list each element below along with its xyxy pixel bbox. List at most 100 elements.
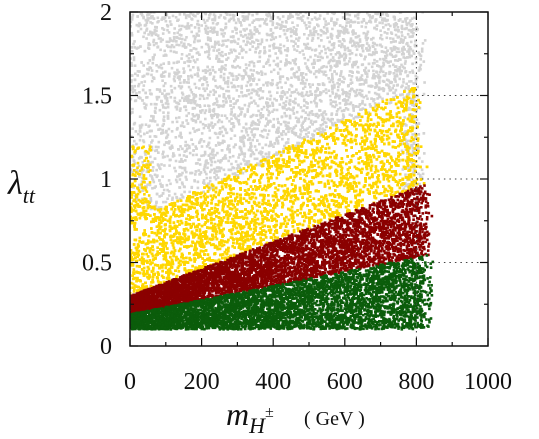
point-gray xyxy=(215,103,219,107)
point-gray xyxy=(325,23,328,27)
point-gray xyxy=(361,46,364,50)
point-gray xyxy=(158,90,162,93)
point-gray xyxy=(402,187,406,191)
point-gray xyxy=(213,90,217,94)
point-gray xyxy=(423,81,426,84)
point-gray xyxy=(161,128,165,132)
point-gray xyxy=(285,58,288,61)
point-gray xyxy=(247,105,251,108)
point-gray xyxy=(375,43,379,47)
point-gray xyxy=(154,149,157,153)
point-gray xyxy=(151,56,155,59)
point-gray xyxy=(240,140,243,143)
point-gray xyxy=(400,34,404,37)
point-gray xyxy=(195,34,199,37)
point-gray xyxy=(392,63,395,67)
point-gray xyxy=(284,25,287,29)
point-gray xyxy=(269,144,272,147)
point-gray xyxy=(175,61,179,64)
point-gray xyxy=(234,21,238,25)
point-gray xyxy=(133,46,137,49)
point-gray xyxy=(158,127,162,131)
point-gray xyxy=(300,78,304,82)
point-gray xyxy=(256,45,260,49)
point-gray xyxy=(312,61,316,65)
point-gray xyxy=(186,22,190,25)
point-gray xyxy=(307,69,311,72)
point-gray xyxy=(138,130,142,133)
point-gray xyxy=(235,78,238,81)
point-gray xyxy=(202,181,205,184)
point-gray xyxy=(255,123,259,126)
point-gray xyxy=(196,186,200,190)
point-gray xyxy=(317,24,320,28)
point-gray xyxy=(211,65,214,69)
point-gray xyxy=(205,145,209,148)
point-gray xyxy=(164,82,167,85)
point-gray xyxy=(234,66,237,69)
point-gray xyxy=(395,74,399,78)
point-gray xyxy=(272,125,276,129)
point-gray xyxy=(351,65,354,69)
point-gray xyxy=(332,46,336,49)
point-gray xyxy=(343,63,347,66)
point-gray xyxy=(208,110,211,113)
point-gray xyxy=(354,53,358,57)
point-gray xyxy=(301,136,304,140)
point-gray xyxy=(194,170,198,173)
point-gray xyxy=(414,135,417,139)
point-gray xyxy=(212,156,215,160)
point-gray xyxy=(260,70,263,73)
point-gray xyxy=(187,64,190,68)
point-gray xyxy=(207,53,211,56)
point-gray xyxy=(188,151,192,155)
point-gray xyxy=(401,142,404,146)
point-gray xyxy=(245,66,248,70)
point-gray xyxy=(322,45,326,48)
point-gray xyxy=(412,82,415,85)
point-gray xyxy=(256,139,259,142)
point-gray xyxy=(206,26,210,30)
point-gray xyxy=(185,170,188,174)
point-gray xyxy=(143,49,147,53)
point-gray xyxy=(151,160,154,164)
point-gray xyxy=(178,99,182,102)
point-gray xyxy=(183,61,186,64)
point-gray xyxy=(408,55,412,59)
point-gray xyxy=(352,117,356,120)
point-gray xyxy=(344,103,347,106)
point-gray xyxy=(222,93,226,96)
point-gray xyxy=(381,87,385,90)
point-gray xyxy=(162,54,166,57)
point-gray xyxy=(179,107,182,110)
point-gray xyxy=(264,62,268,65)
point-gray xyxy=(279,46,282,50)
point-gray xyxy=(331,59,335,63)
point-gray xyxy=(242,126,245,129)
point-gray xyxy=(180,53,184,56)
point-gray xyxy=(209,12,212,16)
point-gray xyxy=(130,84,134,88)
point-gray xyxy=(249,68,253,72)
point-gray xyxy=(220,65,224,69)
point-gray xyxy=(216,115,219,119)
point-gray xyxy=(141,88,145,92)
point-gray xyxy=(198,173,202,176)
point-gray xyxy=(265,13,268,16)
point-gray xyxy=(219,75,223,79)
point-gray xyxy=(156,163,160,166)
point-gray xyxy=(154,135,158,138)
point-gray xyxy=(403,132,407,135)
point-gray xyxy=(141,189,144,192)
point-gray xyxy=(166,25,170,28)
point-gray xyxy=(232,106,235,109)
point-gray xyxy=(186,60,189,63)
point-gray xyxy=(299,128,302,132)
point-gray xyxy=(330,84,334,88)
point-gray xyxy=(301,122,304,125)
point-gray xyxy=(162,200,165,204)
point-gray xyxy=(181,147,184,151)
point-gray xyxy=(296,24,299,27)
point-gray xyxy=(194,120,198,124)
point-gray xyxy=(338,102,342,105)
